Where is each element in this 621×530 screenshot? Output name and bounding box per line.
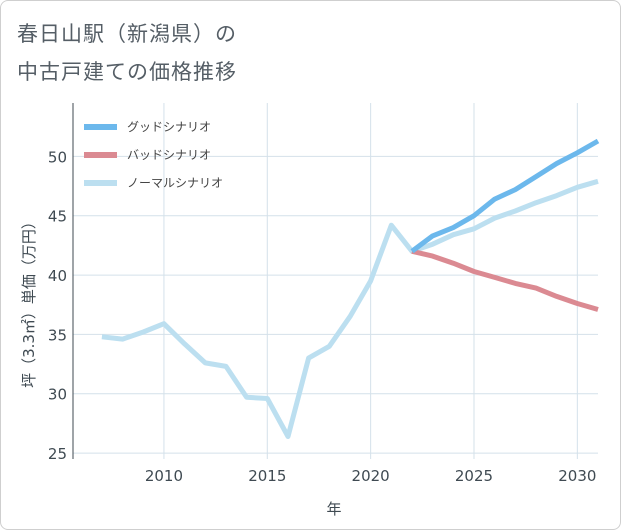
legend: グッドシナリオ バッドシナリオ ノーマルシナリオ <box>84 120 223 190</box>
y-tick-label-45: 45 <box>48 208 67 226</box>
x-axis-title: 年 <box>326 500 341 518</box>
series-line-bad <box>411 248 599 312</box>
y-tick-label-30: 30 <box>48 386 67 404</box>
series-line-normal <box>101 178 599 439</box>
x-tick-label-2030: 2030 <box>558 467 596 485</box>
legend-label-bad: バッドシナリオ <box>127 148 211 162</box>
series-lines <box>101 138 600 439</box>
legend-label-good: グッドシナリオ <box>127 120 211 134</box>
y-tick-labels: 25 30 35 40 45 50 <box>48 148 67 463</box>
y-tick-label-50: 50 <box>48 148 67 166</box>
x-tick-label-2010: 2010 <box>145 467 183 485</box>
x-tick-label-2015: 2015 <box>248 467 286 485</box>
y-tick-label-25: 25 <box>48 445 67 463</box>
series-line-good <box>410 138 600 254</box>
y-tick-label-40: 40 <box>48 267 67 285</box>
x-tick-label-2025: 2025 <box>455 467 493 485</box>
chart-title-line-2: 中古戸建ての価格推移 <box>17 60 237 84</box>
y-tick-label-35: 35 <box>48 326 67 344</box>
y-axis-title: 坪（3.3㎡）単価（万円） <box>20 214 38 388</box>
x-tick-label-2020: 2020 <box>352 467 390 485</box>
x-tick-labels: 2010 2015 2020 2025 2030 <box>145 467 597 485</box>
chart-title-line-1: 春日山駅（新潟県）の <box>17 22 237 46</box>
legend-label-normal: ノーマルシナリオ <box>127 176 223 190</box>
